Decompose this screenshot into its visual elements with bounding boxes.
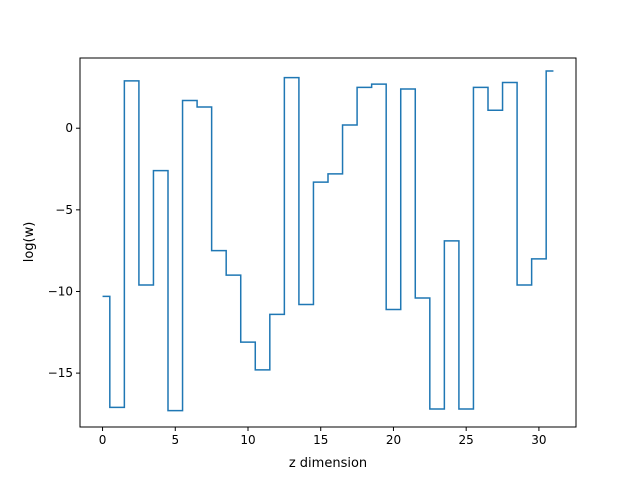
- x-tick-label: 10: [240, 433, 255, 447]
- y-axis-ticks: −15 −10 −5 0: [48, 121, 80, 380]
- plot-series: [102, 70, 554, 412]
- series-line-0: [102, 70, 554, 412]
- x-axis-label: z dimension: [289, 456, 367, 471]
- x-tick-label: 0: [99, 433, 107, 447]
- x-tick-label: 25: [459, 433, 474, 447]
- y-tick-label: −10: [48, 284, 73, 298]
- axes-frame: [79, 57, 577, 428]
- x-tick-label: 5: [171, 433, 179, 447]
- x-tick-label: 20: [386, 433, 401, 447]
- y-tick-label: −15: [48, 366, 73, 380]
- y-tick-label: 0: [65, 121, 73, 135]
- y-tick-label: −5: [55, 203, 73, 217]
- y-axis-label: log(w): [22, 222, 37, 263]
- x-axis-ticks: 0 5 10 15 20 25 30: [99, 427, 547, 447]
- x-tick-label: 30: [531, 433, 546, 447]
- x-tick-label: 15: [313, 433, 328, 447]
